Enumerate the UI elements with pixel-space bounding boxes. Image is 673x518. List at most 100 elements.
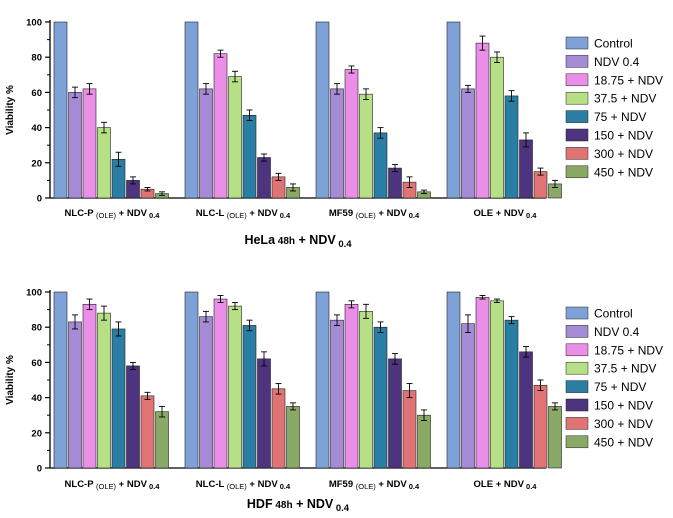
x-tick-label-main: NLC-P	[65, 479, 95, 490]
bar	[475, 42, 490, 199]
legend-swatch	[565, 417, 589, 430]
legend-label: 37.5 + NDV	[594, 362, 656, 376]
legend-swatch	[565, 128, 589, 142]
x-tick-label: NLC-P (OLE) + NDV 0.4	[65, 208, 161, 220]
bar	[82, 304, 97, 469]
y-tick-label: 20	[31, 428, 42, 439]
bar	[461, 323, 475, 469]
bar	[388, 167, 402, 199]
hela-chart-panel: 0 20 40 60 80 100 Viability % NLC-P (OLE) + NDV…	[5, 18, 562, 250]
x-tick-label-subscript: 0.4	[278, 482, 291, 491]
legend-swatch	[565, 380, 589, 393]
y-tick-label: 100	[26, 18, 42, 29]
legend-swatch	[565, 435, 589, 449]
panel-title: HDF 48h + NDV 0.4	[247, 497, 350, 514]
y-tick-label: 40	[31, 123, 42, 134]
x-tick-label-sub: (OLE)	[96, 482, 117, 491]
bar	[388, 358, 402, 469]
y-tick-label: 0	[37, 464, 42, 475]
x-tick-label: NLC-L (OLE) + NDV 0.4	[196, 208, 291, 220]
hdf-chart-panel: 0 20 40 60 80 100 Viability % NLC-P (OLE) + NDV…	[5, 288, 562, 514]
bar	[199, 316, 213, 469]
legend-label: 18.75 + NDV	[594, 73, 663, 87]
y-axis-label: Viability %	[5, 85, 16, 135]
x-tick-label-tail: + NDV	[376, 208, 408, 219]
legend-label: 75 + NDV	[594, 110, 646, 124]
legend-swatch	[565, 343, 589, 357]
legend-label: 450 + NDV	[594, 165, 653, 179]
bar	[504, 95, 519, 199]
x-tick-label-main: MF59	[329, 208, 353, 219]
bar	[213, 53, 228, 199]
x-tick-label: NLC-L (OLE) + NDV 0.4	[196, 479, 291, 491]
y-tick-label: 60	[31, 88, 42, 99]
bar	[402, 390, 417, 469]
x-tick-label-tail: + NDV	[116, 208, 148, 219]
panel-title-subscript: 0.4	[333, 503, 350, 514]
panel-title: HeLa 48h + NDV 0.4	[244, 233, 352, 250]
legend-label: NDV 0.4	[594, 325, 640, 339]
x-tick-label-sub: (OLE)	[96, 211, 117, 220]
x-tick-label-tail: + NDV	[493, 479, 525, 490]
bar	[184, 21, 199, 199]
x-tick-label-tail: + NDV	[376, 479, 408, 490]
bar	[271, 388, 286, 469]
bar	[111, 328, 126, 469]
x-tick-label-subscript: 0.4	[524, 211, 537, 220]
x-tick-label-subscript: 0.4	[524, 482, 537, 491]
legend-label: 150 + NDV	[594, 129, 653, 143]
bar	[140, 395, 155, 469]
bar	[475, 296, 490, 469]
x-tick-label-sub: (OLE)	[227, 482, 248, 491]
bar	[257, 157, 271, 199]
legend-swatch	[565, 73, 589, 87]
bar	[213, 298, 228, 469]
bar	[504, 319, 519, 469]
bar	[344, 304, 359, 469]
bar	[82, 88, 97, 199]
x-tick-label-sub: (OLE)	[227, 211, 248, 220]
bar	[286, 406, 300, 469]
legend-label: 37.5 + NDV	[594, 92, 656, 106]
panel-title-tail: + NDV	[295, 233, 336, 247]
x-tick-label-main: NLC-L	[196, 208, 225, 219]
y-tick-label: 80	[31, 323, 42, 334]
bar	[461, 88, 475, 199]
legend-swatch	[565, 36, 589, 50]
bar	[315, 21, 330, 199]
bar	[330, 319, 344, 469]
panel-title-subscript: 0.4	[336, 239, 353, 250]
x-tick-label: MF59 (OLE) + NDV 0.4	[329, 479, 420, 491]
panel-title-sub: 48h	[273, 500, 293, 511]
hdf-legend: Control NDV 0.4 18.75 + NDV 37.5 + NDV 75 + …	[565, 307, 663, 449]
x-tick-label: OLE + NDV 0.4	[474, 479, 538, 491]
bar	[242, 114, 257, 199]
bar	[68, 92, 82, 199]
bar	[257, 358, 271, 469]
y-axis-label: Viability %	[5, 355, 16, 405]
legend-swatch	[565, 55, 589, 68]
legend-label: 450 + NDV	[594, 435, 653, 449]
panel-title-tail: + NDV	[293, 497, 334, 511]
x-tick-label-sub: (OLE)	[356, 482, 377, 491]
y-tick-label: 20	[31, 158, 42, 169]
bar	[68, 321, 82, 469]
legend-label: 300 + NDV	[594, 147, 653, 161]
x-tick-label-subscript: 0.4	[147, 211, 160, 220]
panel-title-main: HeLa	[244, 233, 276, 247]
bar	[315, 291, 330, 469]
bar	[417, 414, 431, 469]
bar	[446, 291, 461, 469]
x-tick-label: MF59 (OLE) + NDV 0.4	[329, 208, 420, 220]
y-tick-label: 80	[31, 53, 42, 64]
bar	[490, 300, 504, 469]
legend-swatch	[565, 165, 589, 179]
bar	[359, 93, 373, 199]
legend-label: NDV 0.4	[594, 55, 640, 69]
x-tick-label-tail: + NDV	[247, 208, 279, 219]
bar	[126, 365, 140, 469]
bar	[242, 325, 257, 469]
x-tick-label-tail: + NDV	[116, 479, 148, 490]
x-tick-label-main: NLC-P	[65, 208, 95, 219]
